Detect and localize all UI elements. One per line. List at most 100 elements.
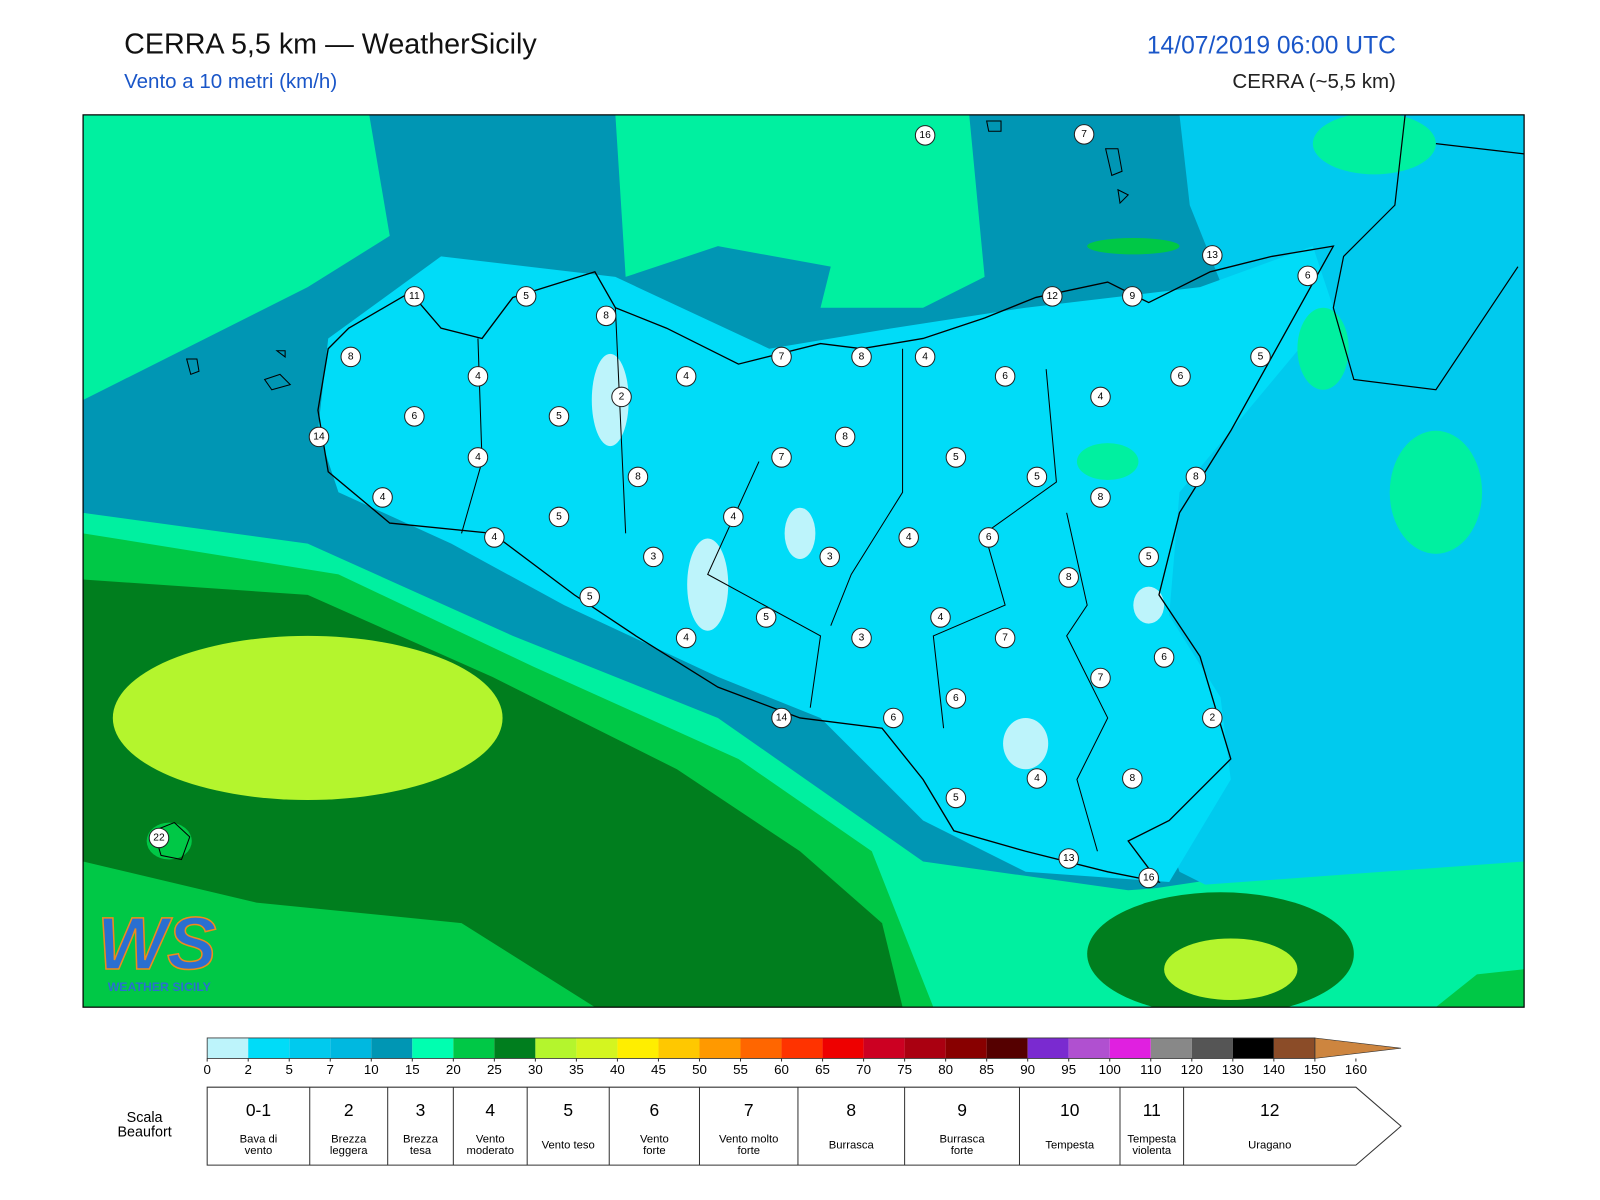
colorbar-tick-label: 10: [364, 1062, 379, 1077]
station-marker: [1122, 286, 1143, 307]
station-value: 4: [938, 612, 944, 623]
beaufort-description: Brezza: [331, 1134, 367, 1146]
colorbar-segment: [863, 1037, 905, 1059]
station-marker: [1202, 245, 1223, 266]
station-marker: [994, 366, 1016, 387]
station-value: 6: [1305, 270, 1311, 281]
station-marker: [1090, 487, 1111, 508]
station-value: 2: [1209, 712, 1215, 723]
subtitle: Vento a 10 metri (km/h): [124, 70, 337, 93]
station-value: 3: [827, 551, 833, 562]
station-marker: [771, 707, 792, 729]
beaufort-description: Vento molto: [719, 1134, 779, 1146]
station: 4: [372, 487, 393, 508]
station-value: 6: [986, 532, 992, 543]
station: 5: [945, 787, 967, 809]
station-value: 8: [635, 471, 641, 482]
station: 13: [1058, 848, 1079, 869]
station-value: 4: [475, 452, 481, 463]
station-marker: [851, 346, 872, 368]
station-marker: [819, 546, 840, 568]
station: 4: [675, 366, 697, 387]
station-value: 5: [1258, 351, 1264, 362]
colorbar-segment: [1109, 1037, 1151, 1059]
beaufort-description: leggera: [330, 1145, 368, 1157]
station: 13: [1202, 245, 1223, 266]
beaufort-description: moderato: [466, 1145, 514, 1157]
station-marker: [340, 346, 362, 368]
station: 8: [627, 466, 649, 488]
station-marker: [1297, 265, 1318, 287]
colorbar-tick-label: 5: [286, 1062, 293, 1077]
station-value: 16: [919, 130, 931, 141]
station: 4: [930, 607, 951, 628]
colorbar-tick-label: 45: [651, 1062, 666, 1077]
beaufort-force: 10: [1060, 1100, 1080, 1120]
colorbar-tick-label: 0: [203, 1062, 210, 1077]
station: 4: [467, 447, 489, 468]
station: 6: [883, 707, 904, 729]
station-marker: [978, 527, 999, 548]
colorbar-segment: [535, 1037, 577, 1059]
beaufort-force: 11: [1143, 1100, 1161, 1120]
station: 14: [771, 707, 792, 729]
station-value: 13: [1207, 250, 1219, 261]
station-value: 6: [1002, 371, 1008, 382]
logo-name: WEATHER SICILY: [108, 980, 211, 994]
station: 2: [1202, 707, 1223, 729]
beaufort-description: violenta: [1132, 1145, 1172, 1157]
beaufort-force: 8: [846, 1100, 856, 1120]
colorbar-segment: [904, 1037, 946, 1059]
station-value: 8: [842, 431, 848, 442]
station: 22: [148, 827, 170, 849]
station-marker: [1073, 124, 1095, 145]
beaufort-frame: [206, 1086, 1402, 1166]
station-value: 3: [650, 551, 656, 562]
station: 8: [340, 346, 362, 368]
station-value: 9: [1129, 291, 1135, 302]
colorbar-tick-label: 75: [897, 1062, 912, 1077]
beaufort-description: Vento teso: [542, 1140, 595, 1152]
station: 6: [1170, 366, 1191, 387]
station-value: 2: [619, 391, 625, 402]
station: 7: [1090, 667, 1111, 689]
colorbar-segment: [412, 1037, 454, 1059]
station: 11: [404, 286, 425, 307]
colorbar-segment: [617, 1037, 659, 1059]
station-value: 6: [890, 712, 896, 723]
colorbar-segment: [1191, 1037, 1233, 1059]
colorbar-tick-label: 55: [733, 1062, 748, 1077]
station-value: 22: [153, 832, 165, 843]
station-marker: [914, 346, 936, 368]
colorbar-segment: [207, 1037, 249, 1059]
station-marker: [1058, 848, 1079, 869]
beaufort-label: Scala: [127, 1110, 163, 1126]
beaufort-description: Burrasca: [829, 1140, 875, 1152]
station-value: 4: [683, 632, 689, 643]
station: 5: [1026, 466, 1048, 488]
colorbar-tick-label: 130: [1222, 1062, 1244, 1077]
station: 8: [1185, 466, 1207, 488]
station-marker: [595, 305, 617, 327]
wind-field: [83, 114, 1525, 1008]
colorbar-tick-label: 2: [244, 1062, 251, 1077]
station-value: 8: [1098, 492, 1104, 503]
colorbar-segment: [1314, 1037, 1402, 1059]
station-marker: [548, 506, 570, 528]
station-marker: [945, 787, 967, 809]
logo: WS WEATHER SICILY: [97, 901, 217, 994]
station: 8: [1058, 567, 1079, 588]
beaufort-force: 9: [957, 1100, 967, 1120]
station-marker: [945, 447, 967, 468]
station-value: 5: [953, 792, 959, 803]
station-marker: [755, 607, 777, 628]
colorbar-segment: [1232, 1037, 1274, 1059]
station-marker: [1170, 366, 1191, 387]
station-marker: [771, 447, 792, 468]
station-value: 5: [953, 452, 959, 463]
station-marker: [148, 827, 170, 849]
station: 5: [579, 586, 600, 608]
station-marker: [1202, 707, 1223, 729]
station: 8: [851, 346, 872, 368]
station-value: 4: [730, 511, 736, 522]
